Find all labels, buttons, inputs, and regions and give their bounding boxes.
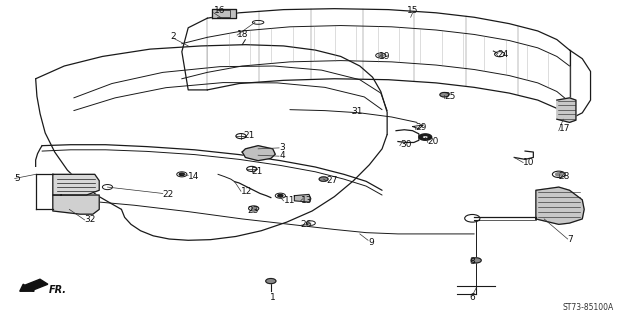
Text: 15: 15 <box>407 6 419 15</box>
Circle shape <box>179 173 184 176</box>
Text: 9: 9 <box>368 238 374 247</box>
FancyArrow shape <box>20 279 48 291</box>
Wedge shape <box>419 134 432 140</box>
Text: FR.: FR. <box>48 285 66 295</box>
Text: 21: 21 <box>243 131 255 140</box>
Text: 20: 20 <box>428 137 439 146</box>
Text: 7: 7 <box>568 235 573 244</box>
Circle shape <box>319 177 328 181</box>
Text: 13: 13 <box>301 196 312 205</box>
Text: 31: 31 <box>352 107 363 116</box>
Text: 12: 12 <box>241 187 252 196</box>
Circle shape <box>440 92 449 97</box>
Text: 32: 32 <box>85 215 96 224</box>
Text: 28: 28 <box>559 172 570 181</box>
Text: 16: 16 <box>213 6 225 15</box>
Text: 6: 6 <box>469 293 475 302</box>
Polygon shape <box>211 9 236 18</box>
Text: 17: 17 <box>559 124 570 133</box>
Text: 26: 26 <box>301 220 312 229</box>
Text: 25: 25 <box>445 92 455 101</box>
Circle shape <box>471 258 481 263</box>
Polygon shape <box>53 195 99 214</box>
Text: 22: 22 <box>163 190 174 199</box>
Text: 5: 5 <box>15 174 20 183</box>
Text: 21: 21 <box>252 167 263 176</box>
Text: 30: 30 <box>400 140 412 149</box>
Circle shape <box>266 278 276 284</box>
Text: 1: 1 <box>270 293 276 302</box>
Polygon shape <box>536 187 584 224</box>
Text: 4: 4 <box>279 151 285 160</box>
Text: 11: 11 <box>283 196 295 205</box>
Circle shape <box>251 207 256 210</box>
Text: 27: 27 <box>326 176 338 185</box>
Text: 23: 23 <box>247 206 259 215</box>
Text: 18: 18 <box>237 30 248 39</box>
Circle shape <box>555 173 562 176</box>
Circle shape <box>278 195 283 197</box>
Polygon shape <box>53 174 99 195</box>
Text: 2: 2 <box>171 32 176 41</box>
Circle shape <box>378 54 383 57</box>
Text: ST73-85100A: ST73-85100A <box>563 303 614 312</box>
Text: 14: 14 <box>188 172 199 181</box>
Text: 19: 19 <box>379 52 390 61</box>
Polygon shape <box>242 146 275 161</box>
Text: 10: 10 <box>523 158 534 167</box>
Polygon shape <box>557 98 576 123</box>
Text: 29: 29 <box>415 123 427 132</box>
Text: 24: 24 <box>497 50 509 59</box>
Text: 3: 3 <box>279 143 285 152</box>
Text: 8: 8 <box>469 257 475 266</box>
Polygon shape <box>294 195 311 202</box>
